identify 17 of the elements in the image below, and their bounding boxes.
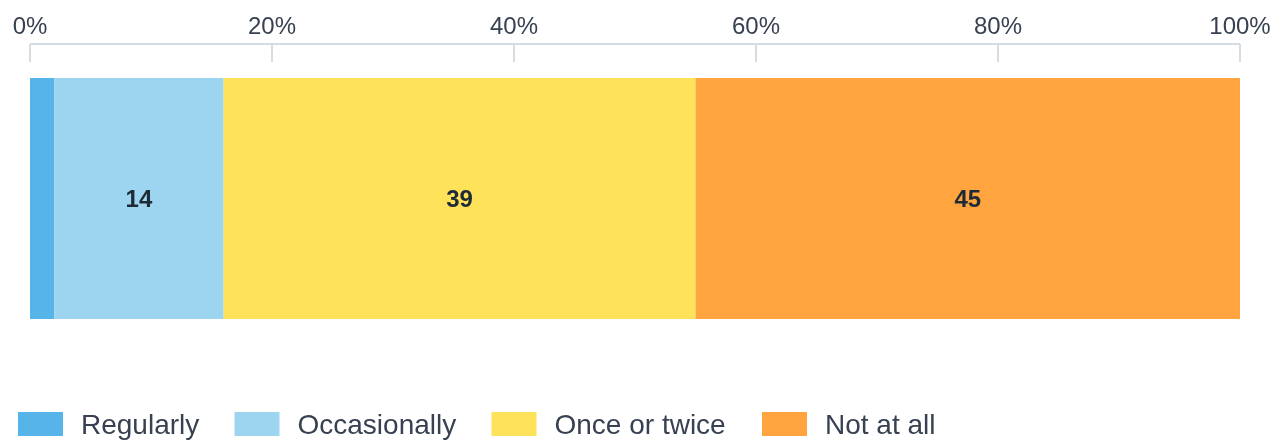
x-tick-label: 20% bbox=[247, 12, 297, 39]
data-label: 39 bbox=[446, 184, 473, 212]
legend-label: Occasionally bbox=[297, 408, 457, 440]
bar bbox=[30, 78, 55, 319]
data-label: 45 bbox=[954, 184, 982, 212]
x-tick-label: 40% bbox=[489, 12, 539, 39]
x-tick-label: 0% bbox=[12, 12, 48, 39]
x-tick-label: 100% bbox=[1209, 12, 1271, 39]
legend-label: Regularly bbox=[81, 408, 200, 440]
bar bbox=[54, 78, 224, 319]
bar bbox=[223, 78, 696, 319]
x-tick-label: 60% bbox=[731, 12, 781, 39]
legend-label: Once or twice bbox=[554, 408, 726, 440]
legend-label: Not at all bbox=[825, 408, 936, 440]
data-label: 14 bbox=[125, 184, 153, 212]
x-tick-label: 80% bbox=[973, 12, 1023, 39]
bar bbox=[695, 78, 1240, 319]
